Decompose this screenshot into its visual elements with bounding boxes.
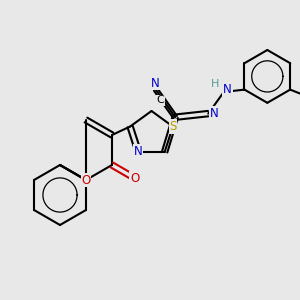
Text: S: S: [169, 120, 177, 133]
Text: O: O: [81, 173, 91, 187]
Text: N: N: [210, 107, 219, 120]
Text: O: O: [130, 172, 140, 185]
Text: N: N: [152, 76, 160, 89]
Text: C: C: [156, 95, 164, 105]
Text: N: N: [223, 83, 232, 96]
Text: H: H: [211, 79, 220, 88]
Text: N: N: [134, 145, 142, 158]
